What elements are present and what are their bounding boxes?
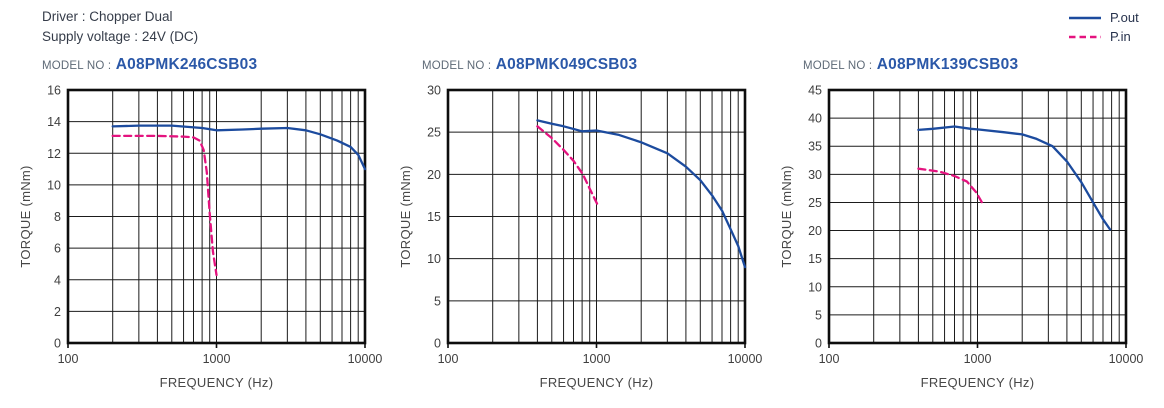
plot-border — [66, 88, 367, 345]
y-tick-label: 30 — [808, 168, 822, 182]
model-no-value: A08PMK246CSB03 — [115, 56, 258, 73]
driver-text: Driver : Chopper Dual — [42, 9, 173, 24]
y-tick-label: 12 — [47, 147, 61, 161]
y-tick-label: 10 — [808, 280, 822, 294]
y-tick-label: 5 — [815, 308, 822, 322]
torque-frequency-plot-2: 0 5 10 15 20 25 30 100 1000 10000 FREQUENCY (Hz) TO… — [398, 84, 763, 391]
y-tick-label: 4 — [54, 273, 61, 287]
y-tick-label: 20 — [427, 168, 441, 182]
x-tick-label: 10000 — [1109, 352, 1144, 366]
y-tick-label: 6 — [54, 242, 61, 256]
torque-frequency-plot-3: 0 5 10 15 20 25 30 35 40 45 100 1000 10000 FREQUENCY … — [779, 84, 1144, 391]
y-tick-label: 16 — [47, 84, 61, 98]
model-no-label: MODEL NO : — [42, 60, 112, 72]
x-axis-label: FREQUENCY (Hz) — [160, 375, 274, 390]
y-tick-label: 45 — [808, 84, 822, 98]
supply-voltage-text: Supply voltage : 24V (DC) — [42, 29, 199, 44]
x-tick-label: 1000 — [203, 352, 231, 366]
y-tick-label: 25 — [427, 126, 441, 140]
y-tick-label: 10 — [427, 252, 441, 266]
pout-curve — [536, 119, 747, 269]
x-tick-label: 100 — [819, 352, 840, 366]
y-axis-label: TORQUE (mNm) — [398, 165, 413, 267]
legend-item-pin: P.in — [1068, 27, 1139, 46]
pin-line-icon — [1069, 35, 1101, 38]
pout-curve — [917, 125, 1112, 231]
model-title: MODEL NO : A08PMK139CSB03 — [803, 56, 1143, 74]
x-axis-label: FREQUENCY (Hz) — [921, 375, 1035, 390]
y-tick-label: 10 — [47, 178, 61, 192]
y-tick-label: 25 — [808, 196, 822, 210]
y-tick-label: 30 — [427, 84, 441, 98]
plot-border — [827, 88, 1128, 345]
y-tick-label: 0 — [815, 337, 822, 351]
legend: P.out P.in — [1068, 8, 1139, 46]
model-title: MODEL NO : A08PMK246CSB03 — [42, 56, 382, 74]
y-tick-label: 5 — [434, 294, 441, 308]
x-tick-label: 100 — [58, 352, 79, 366]
x-tick-label: 10000 — [728, 352, 763, 366]
legend-label-pout: P.out — [1110, 10, 1139, 25]
y-axis-label: TORQUE (mNm) — [18, 165, 33, 267]
model-no-label: MODEL NO : — [422, 60, 492, 72]
model-title: MODEL NO : A08PMK049CSB03 — [422, 56, 762, 74]
plot-border — [446, 88, 747, 345]
model-no-label: MODEL NO : — [803, 60, 873, 72]
pout-curve — [111, 124, 367, 171]
chart-a08pmk139csb03: MODEL NO : A08PMK139CSB03 0 5 10 15 20 25 30 35… — [761, 56, 1143, 406]
y-tick-label: 20 — [808, 224, 822, 238]
pout-line-icon — [1069, 16, 1101, 19]
legend-label-pin: P.in — [1110, 29, 1131, 44]
chart-header: Driver : Chopper Dual Supply voltage : 2… — [42, 7, 198, 47]
model-no-value: A08PMK049CSB03 — [495, 56, 638, 73]
x-tick-label: 1000 — [964, 352, 992, 366]
x-tick-label: 1000 — [583, 352, 611, 366]
y-tick-label: 2 — [54, 305, 61, 319]
chart-a08pmk246csb03: MODEL NO : A08PMK246CSB03 0 2 4 6 8 10 12 14 16 1… — [0, 56, 382, 406]
pin-curve — [111, 134, 218, 277]
x-tick-label: 100 — [438, 352, 459, 366]
y-tick-label: 35 — [808, 140, 822, 154]
pin-curve — [917, 167, 984, 204]
y-tick-label: 14 — [47, 115, 61, 129]
chart-a08pmk049csb03: MODEL NO : A08PMK049CSB03 0 5 10 15 20 25 30 10… — [380, 56, 762, 406]
y-tick-label: 0 — [54, 337, 61, 351]
model-no-value: A08PMK139CSB03 — [876, 56, 1019, 73]
y-tick-label: 8 — [54, 210, 61, 224]
y-tick-label: 0 — [434, 337, 441, 351]
y-tick-label: 15 — [427, 210, 441, 224]
x-tick-label: 10000 — [348, 352, 383, 366]
torque-frequency-plot-1: 0 2 4 6 8 10 12 14 16 100 1000 10000 FREQUENCY (Hz) T… — [18, 84, 383, 391]
x-axis-label: FREQUENCY (Hz) — [540, 375, 654, 390]
legend-item-pout: P.out — [1068, 8, 1139, 27]
pin-curve — [536, 125, 600, 208]
y-tick-label: 40 — [808, 112, 822, 126]
y-tick-label: 15 — [808, 252, 822, 266]
y-axis-label: TORQUE (mNm) — [779, 165, 794, 267]
